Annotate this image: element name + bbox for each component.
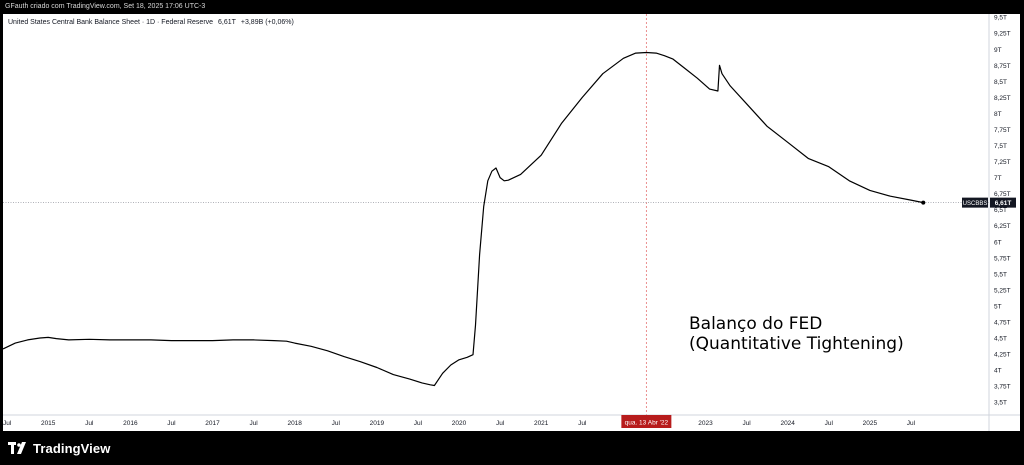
x-tick-label: 2017 <box>205 420 220 427</box>
x-tick-label: 2023 <box>698 420 713 427</box>
attribution-bar: GFauth criado com TradingView.com, Set 1… <box>0 0 1024 14</box>
annotation-line-1: Balanço do FED <box>689 314 823 334</box>
x-tick-label: Jul <box>578 420 587 427</box>
x-tick-label: Jul <box>742 420 751 427</box>
crosshair-date-badge <box>621 415 672 428</box>
y-tick-label: 3,75T <box>994 384 1011 391</box>
x-tick-label: Jul <box>414 420 423 427</box>
symbol-legend[interactable]: United States Central Bank Balance Sheet… <box>8 19 297 26</box>
y-tick-label: 5T <box>994 303 1002 310</box>
x-tick-label: Jul <box>167 420 176 427</box>
y-tick-label: 7,75T <box>994 127 1011 134</box>
y-tick-label: 3,5T <box>994 400 1007 407</box>
chart-pane[interactable]: 3,5T 3,75T 4T 4,25T 4,5T 4,75T 5T 5,25T 5,5T 5,75… <box>3 14 1020 431</box>
y-tick-label: 9,25T <box>994 31 1011 38</box>
footer-brand-bar: TradingView <box>0 431 1024 465</box>
footer-brand-name: TradingView <box>33 440 111 456</box>
y-tick-label: 6,75T <box>994 191 1011 198</box>
y-tick-label: 4T <box>994 368 1002 375</box>
x-tick-label: 2020 <box>452 420 467 427</box>
price-tag-symbol-badge <box>962 197 988 208</box>
y-tick-label: 4,25T <box>994 352 1011 359</box>
x-tick-label: 2021 <box>534 420 549 427</box>
price-axis[interactable]: 3,5T 3,75T 4T 4,25T 4,5T 4,75T 5T 5,25T 5,5T 5,75… <box>988 14 1011 431</box>
x-tick-label: Jul <box>249 420 258 427</box>
series-layer <box>3 51 926 387</box>
chart-annotation[interactable]: Balanço do FED (Quantitative Tightening) <box>689 314 904 354</box>
y-tick-label: 8,5T <box>994 79 1007 86</box>
y-tick-label: 6,5T <box>994 207 1007 214</box>
y-tick-label: 6T <box>994 239 1002 246</box>
y-tick-label: 8T <box>994 111 1002 118</box>
x-tick-label: 2024 <box>780 420 795 427</box>
chart-canvas[interactable]: 3,5T 3,75T 4T 4,25T 4,5T 4,75T 5T 5,25T 5,5T 5,75… <box>3 14 1020 431</box>
x-tick-label: Jul <box>3 420 12 427</box>
x-tick-label: Jul <box>825 420 834 427</box>
time-axis[interactable]: Jul 2015 Jul 2016 Jul 2017 Jul 2018 Jul 2019 Jul 20… <box>3 414 1020 428</box>
y-tick-label: 8,25T <box>994 95 1011 102</box>
price-tag-symbol: USCBBS <box>963 201 988 207</box>
y-tick-label: 8,75T <box>994 63 1011 70</box>
x-tick-label: 2019 <box>370 420 385 427</box>
y-tick-label: 9,5T <box>994 15 1007 22</box>
price-tag-value-badge <box>990 197 1016 208</box>
series-last-point <box>921 200 926 205</box>
tradingview-logo-icon <box>8 442 28 454</box>
y-tick-label: 5,5T <box>994 271 1007 278</box>
y-tick-label: 4,75T <box>994 319 1011 326</box>
series-line-uscbbs <box>3 51 924 387</box>
y-tick-label: 5,75T <box>994 255 1011 262</box>
x-tick-label: 2018 <box>287 420 302 427</box>
x-tick-label: Jul <box>496 420 505 427</box>
x-tick-label: 2025 <box>863 420 878 427</box>
y-tick-label: 7T <box>994 175 1002 182</box>
y-tick-label: 6,25T <box>994 223 1011 230</box>
y-tick-label: 5,25T <box>994 287 1011 294</box>
legend-symbol-description: United States Central Bank Balance Sheet… <box>8 19 214 26</box>
legend-last-value: 6,61T <box>218 19 236 26</box>
crosshair-date-label: qua. 13 Abr '22 <box>625 420 669 427</box>
annotation-line-2: (Quantitative Tightening) <box>689 334 904 354</box>
y-tick-label: 4,5T <box>994 336 1007 343</box>
y-tick-label: 7,25T <box>994 159 1011 166</box>
last-price-tag: USCBBS 6,61T <box>962 197 1016 208</box>
x-tick-label: 2015 <box>41 420 56 427</box>
price-tag-value: 6,61T <box>995 200 1012 207</box>
attribution-text: GFauth criado com TradingView.com, Set 1… <box>5 3 206 10</box>
x-tick-label: Jul <box>332 420 341 427</box>
x-tick-label: 2016 <box>123 420 138 427</box>
x-tick-label: Jul <box>907 420 916 427</box>
crosshair <box>3 14 989 415</box>
x-tick-label: Jul <box>85 420 94 427</box>
y-tick-label: 9T <box>994 47 1002 54</box>
legend-change: +3,89B (+0,06%) <box>240 19 294 26</box>
y-tick-label: 7,5T <box>994 143 1007 150</box>
